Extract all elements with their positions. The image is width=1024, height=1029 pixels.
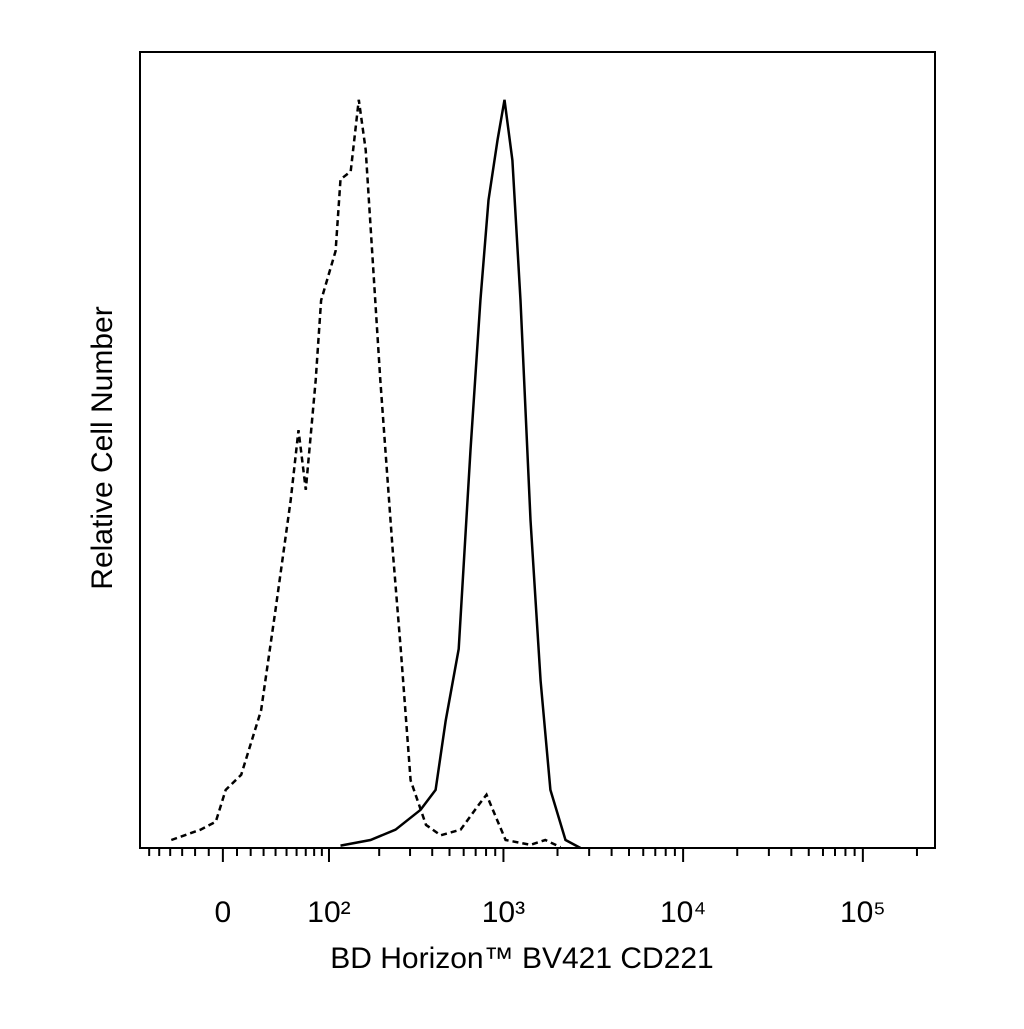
x-axis-label: BD Horizon™ BV421 CD221 (330, 942, 714, 975)
y-axis-label: Relative Cell Number (86, 306, 119, 589)
histogram-line (340, 99, 582, 850)
x-tick-label: 10³ (482, 896, 525, 929)
x-tick-label: 0 (215, 896, 232, 929)
plot-frame (139, 51, 936, 849)
x-tick-label: 10⁵ (840, 896, 886, 929)
histogram-line (170, 99, 562, 849)
x-tick-label: 10² (307, 896, 350, 929)
x-tick-label: 10⁴ (660, 896, 706, 929)
